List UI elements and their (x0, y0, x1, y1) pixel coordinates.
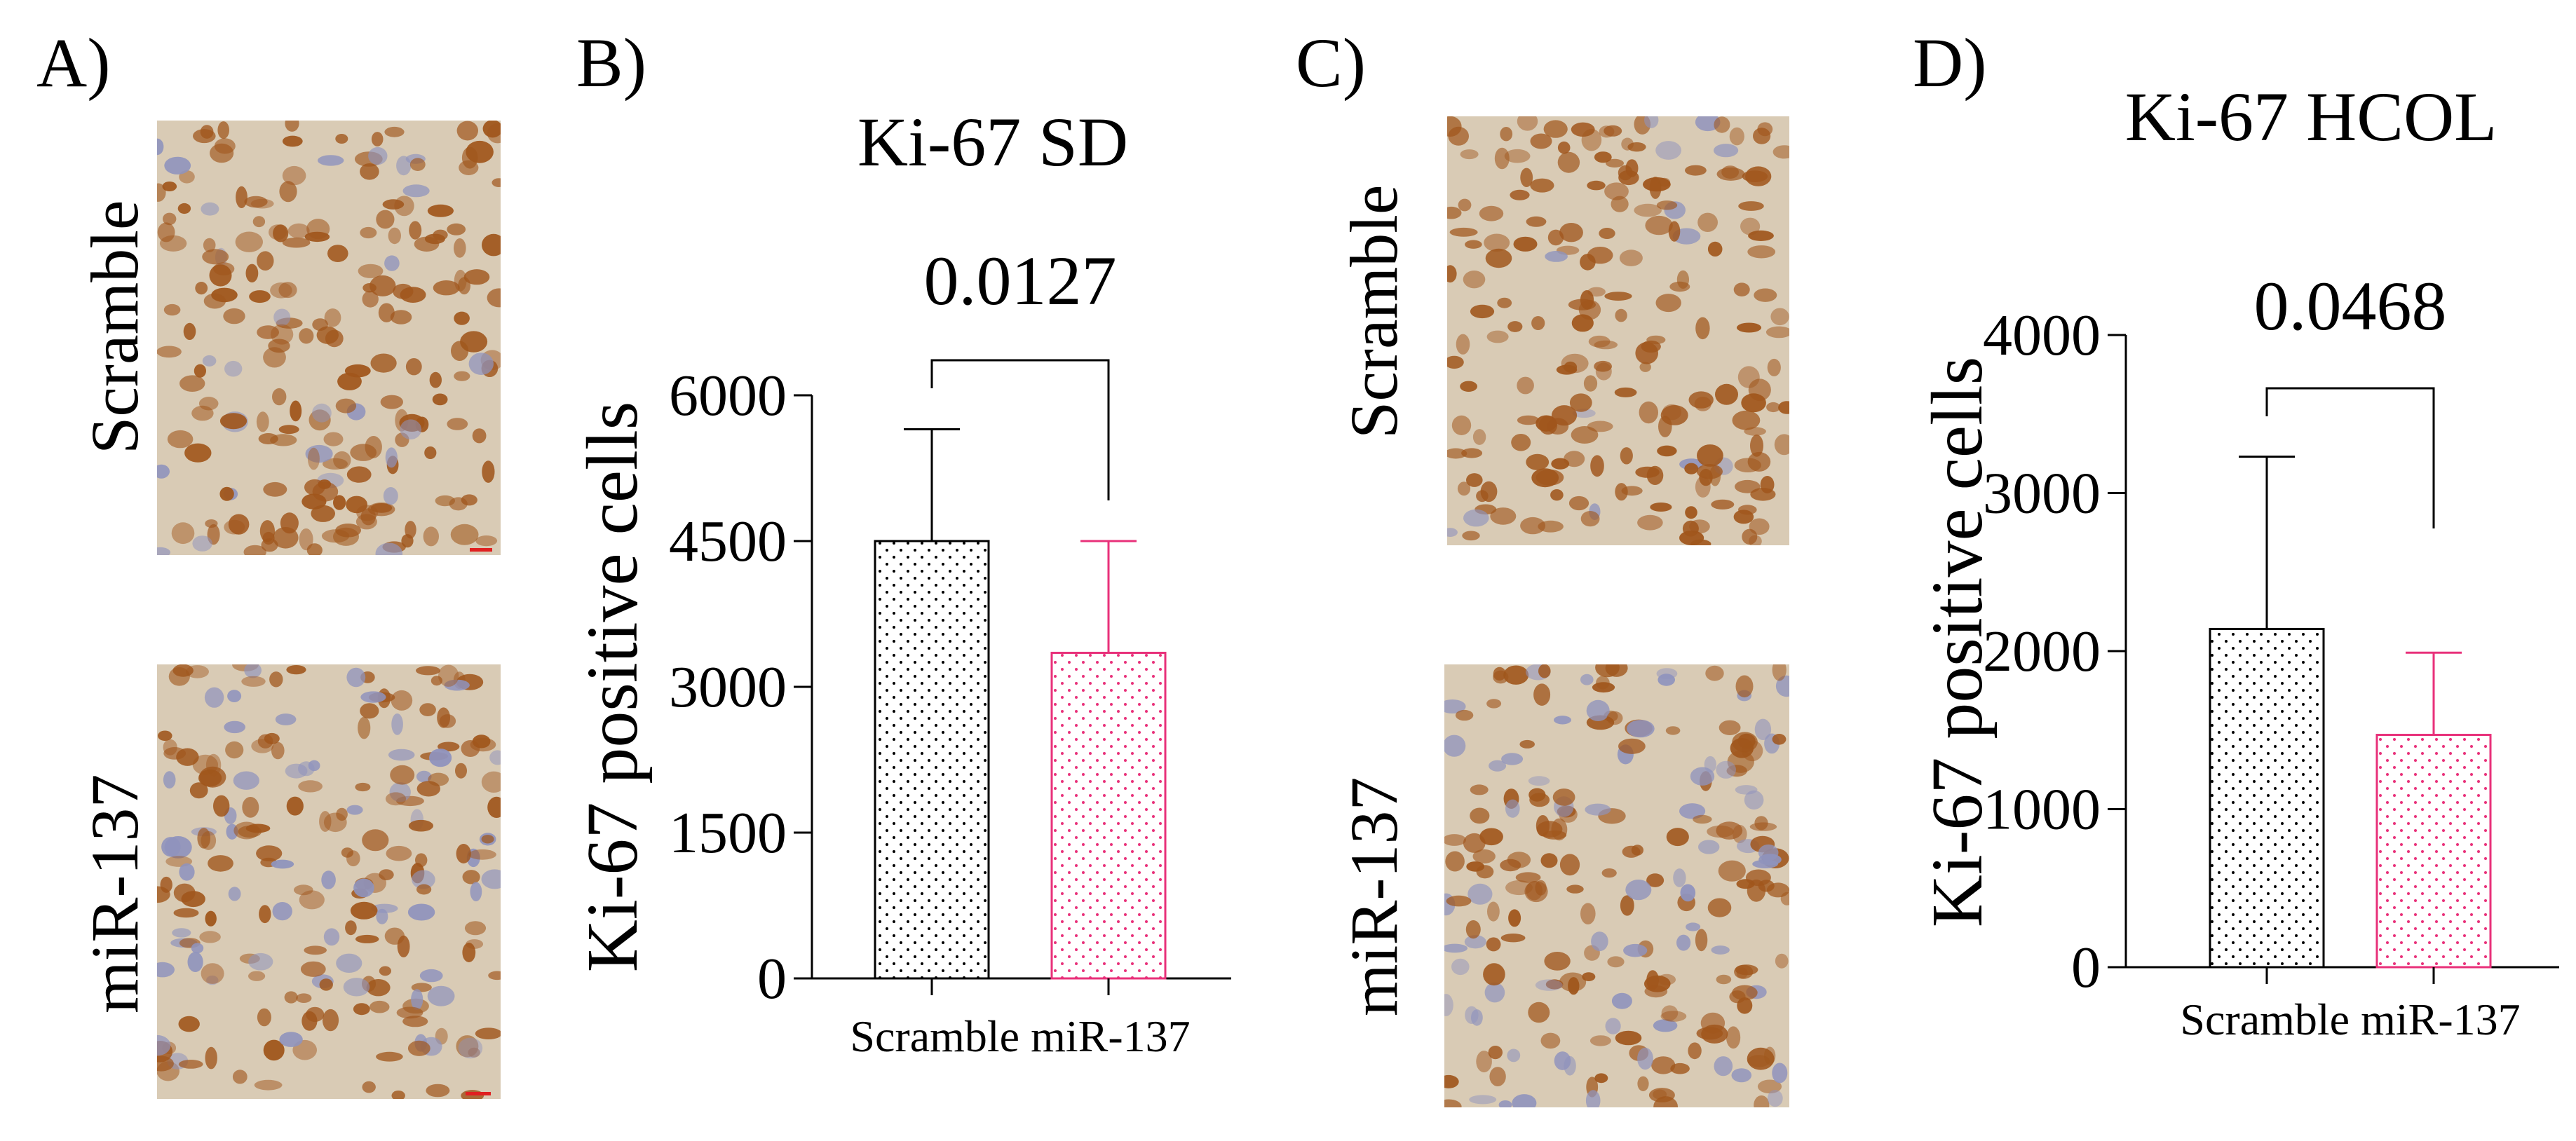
y-tick-label: 3000 (1983, 461, 2101, 526)
chart-b: Ki-67 SD Ki-67 positive cells 0 1500 3000 450… (572, 103, 1231, 1061)
significance-bracket (930, 359, 1110, 500)
y-tick-label: 4000 (1983, 303, 2101, 368)
micrograph-mir137-a (157, 664, 501, 1099)
panel-label-d: D) (1913, 24, 1987, 102)
panel-label-b: B) (576, 24, 646, 102)
chart-d: Ki-67 HCOL Ki-67 positive cells 0 1000 2000 3… (1917, 78, 2559, 1044)
panel-label-c: C) (1296, 24, 1366, 102)
x-tick-labels: Scramble miR-137 (2180, 995, 2520, 1044)
micrograph-scramble-a (157, 121, 501, 555)
panel-label-a: A) (36, 24, 111, 102)
significance-label: 0.0127 (924, 242, 1117, 320)
scale-bar-a-top (470, 548, 492, 552)
y-tick-label: 1000 (1983, 777, 2101, 842)
micrograph-mir137-c (1444, 664, 1789, 1107)
bar-scramble (2209, 627, 2325, 969)
chart-title: Ki-67 SD (857, 103, 1128, 181)
y-tick-label: 0 (2071, 935, 2101, 1000)
bar-scramble (874, 540, 990, 980)
y-tick-label: 3000 (669, 655, 787, 720)
scale-bar-a-bottom (466, 1092, 491, 1095)
bar-mir-137 (2375, 734, 2492, 969)
chart-title: Ki-67 HCOL (2125, 78, 2497, 156)
y-tick-label: 2000 (1983, 619, 2101, 684)
y-tick-label: 0 (757, 946, 787, 1011)
y-axis-label: Ki-67 positive cells (1917, 357, 1998, 928)
y-tick-label: 1500 (669, 800, 787, 866)
y-axis-label: Ki-67 positive cells (572, 402, 653, 973)
x-tick-labels: Scramble miR-137 (850, 1011, 1190, 1061)
micrograph-scramble-c (1447, 116, 1789, 545)
significance-label: 0.0468 (2254, 267, 2447, 345)
bar-mir-137 (1050, 651, 1167, 980)
y-tick-label: 6000 (669, 363, 787, 428)
significance-bracket (2265, 387, 2435, 528)
y-tick-label: 4500 (669, 509, 787, 574)
